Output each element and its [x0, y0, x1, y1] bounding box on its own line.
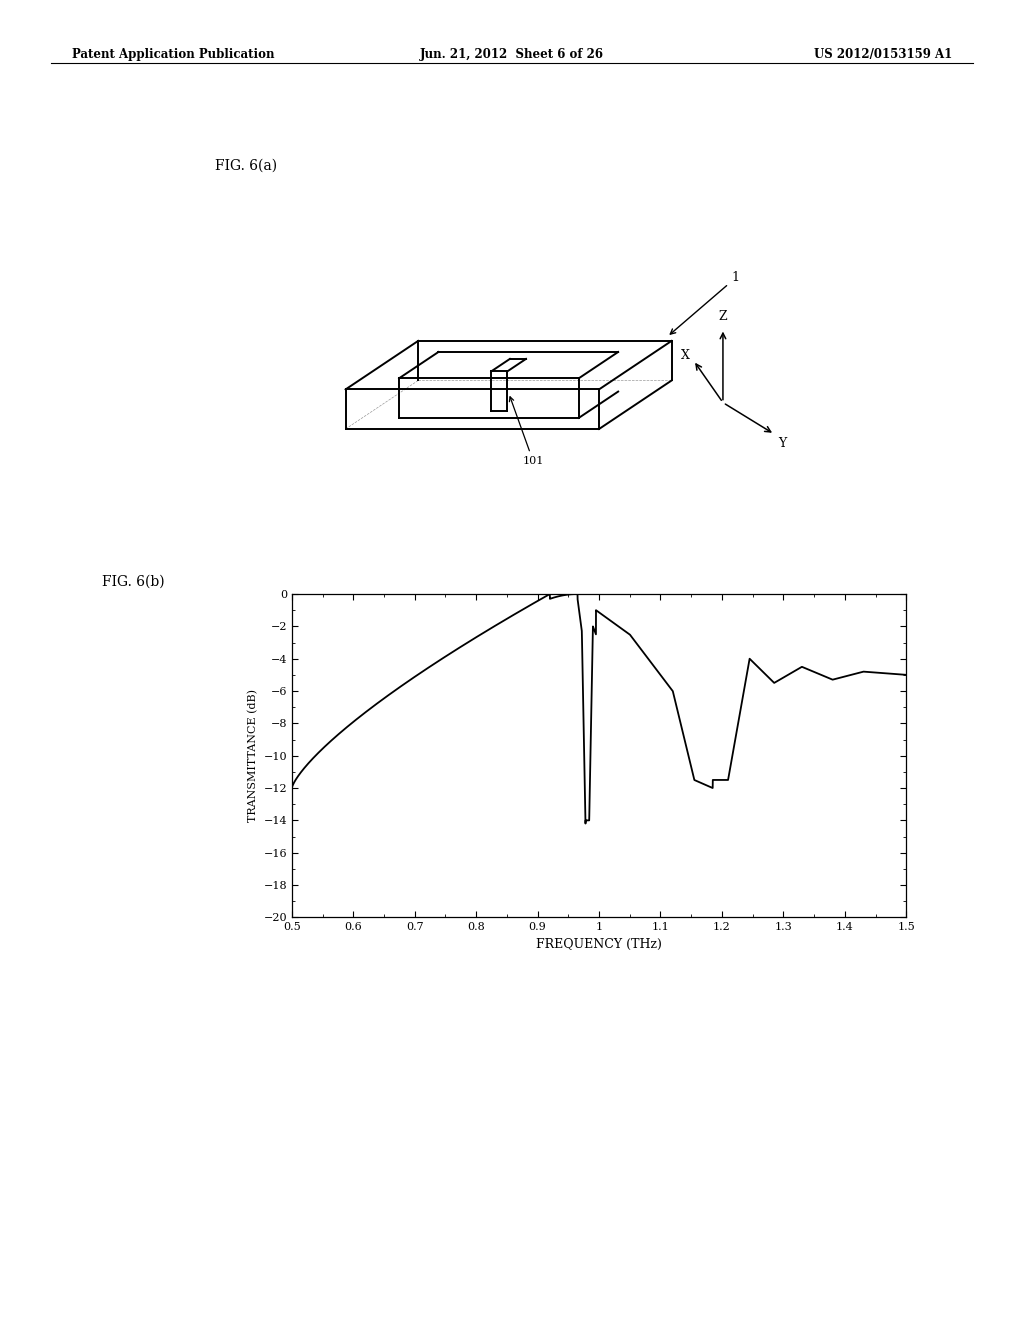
Y-axis label: TRANSMITTANCE (dB): TRANSMITTANCE (dB): [248, 689, 258, 822]
Text: Z: Z: [719, 310, 727, 323]
Text: 1: 1: [671, 272, 739, 334]
Text: FIG. 6(b): FIG. 6(b): [102, 574, 165, 589]
Text: FIG. 6(a): FIG. 6(a): [215, 158, 278, 173]
Text: Y: Y: [778, 437, 786, 450]
X-axis label: FREQUENCY (THz): FREQUENCY (THz): [537, 937, 662, 950]
Text: X: X: [681, 348, 690, 362]
Text: 101: 101: [509, 397, 544, 466]
Text: Patent Application Publication: Patent Application Publication: [72, 48, 274, 61]
Text: US 2012/0153159 A1: US 2012/0153159 A1: [814, 48, 952, 61]
Text: Jun. 21, 2012  Sheet 6 of 26: Jun. 21, 2012 Sheet 6 of 26: [420, 48, 604, 61]
